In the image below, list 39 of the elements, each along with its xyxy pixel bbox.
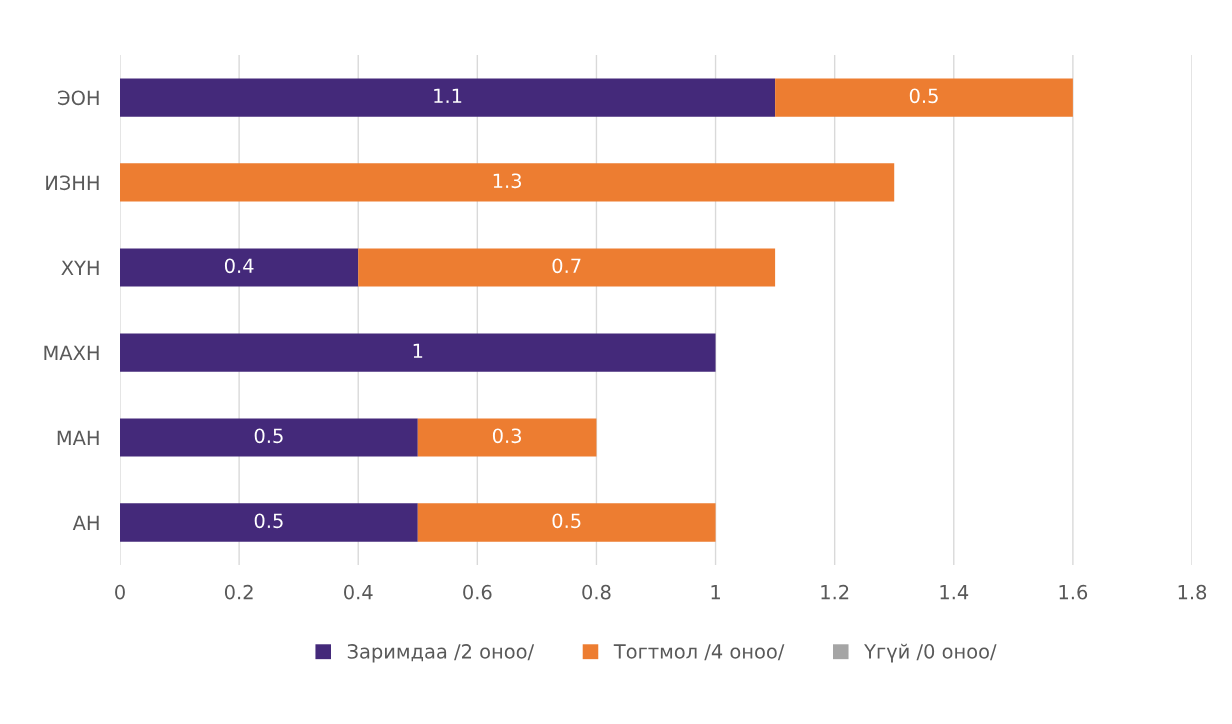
x-tick-label: 0.8 xyxy=(582,584,611,600)
x-tick-label: 0.6 xyxy=(463,584,492,600)
bar xyxy=(417,503,716,542)
data-label: 0.5 xyxy=(254,513,283,529)
x-tick-label: 1.4 xyxy=(940,585,969,600)
y-tick-label: ХҮН xyxy=(61,260,99,275)
y-tick-label: ЭОН xyxy=(58,90,99,106)
data-label: 0.4 xyxy=(224,258,254,274)
bar xyxy=(417,418,597,457)
bar xyxy=(120,248,359,287)
bar xyxy=(775,78,1073,117)
x-tick-label: 0.2 xyxy=(224,584,253,600)
data-label: 1.3 xyxy=(493,173,522,189)
data-label: 1 xyxy=(413,343,423,358)
bar xyxy=(120,333,716,372)
bar xyxy=(120,163,895,202)
bar xyxy=(120,503,418,542)
bar xyxy=(358,248,776,287)
x-tick-label: 1.8 xyxy=(1178,584,1207,600)
data-label: 0.3 xyxy=(492,428,522,444)
y-tick-label: АН xyxy=(72,515,99,530)
y-tick-label: ИЗНН xyxy=(46,175,99,191)
data-label: 0.7 xyxy=(552,258,581,274)
legend-label: Заримдаа /2 оноо/ xyxy=(347,644,535,663)
data-label: 1.1 xyxy=(434,88,462,103)
data-label: 0.5 xyxy=(552,513,581,529)
x-tick-label: 1.2 xyxy=(821,584,849,600)
bar xyxy=(120,78,776,117)
y-tick-label: МАН xyxy=(57,430,99,445)
legend-label: Үгүй /0 оноо/ xyxy=(864,643,997,663)
y-tick-label: МАХН xyxy=(44,345,99,360)
x-tick-label: 1.6 xyxy=(1059,584,1088,600)
legend-label: Тогтмол /4 оноо/ xyxy=(613,644,785,661)
bar xyxy=(120,418,418,457)
x-tick-label: 0.4 xyxy=(344,584,373,600)
data-label: 0.5 xyxy=(254,428,283,444)
x-tick-label: 1 xyxy=(711,585,720,600)
x-tick-label: 0 xyxy=(115,584,125,600)
data-label: 0.5 xyxy=(909,88,938,104)
